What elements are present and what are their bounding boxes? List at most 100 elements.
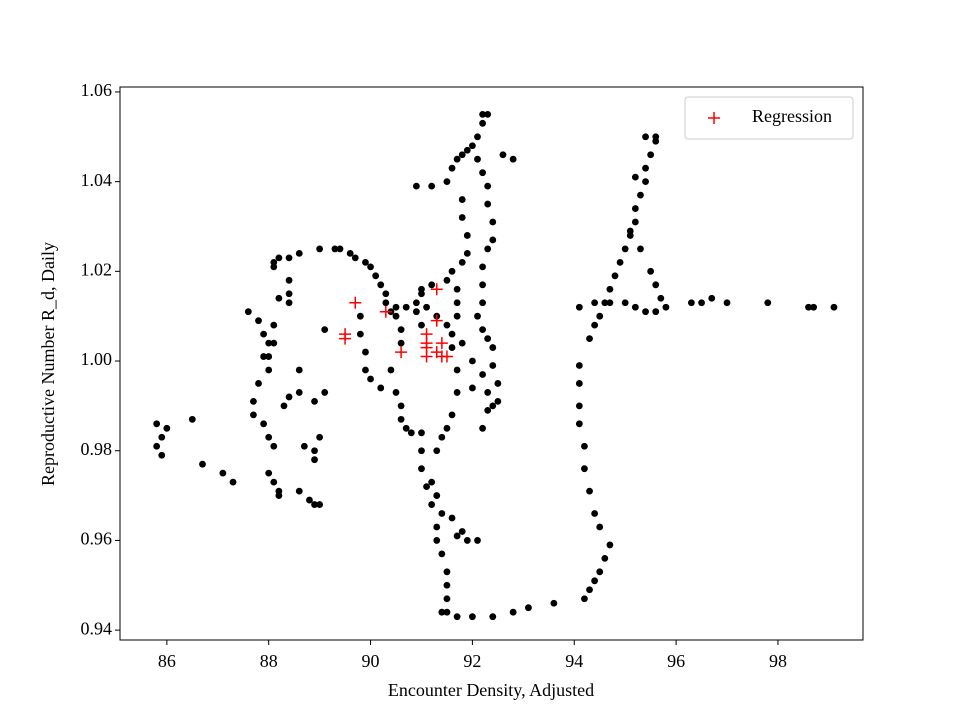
dot-marker bbox=[494, 397, 502, 405]
dot-marker bbox=[285, 254, 293, 262]
y-tick-label: 1.00 bbox=[81, 349, 113, 369]
dot-marker bbox=[611, 272, 619, 280]
y-tick-label: 1.06 bbox=[81, 80, 113, 100]
x-tick-label: 96 bbox=[667, 651, 685, 671]
dot-marker bbox=[657, 294, 665, 302]
dot-marker bbox=[637, 191, 644, 199]
dot-marker bbox=[392, 389, 400, 396]
dot-marker bbox=[443, 178, 451, 186]
dot-marker bbox=[575, 380, 583, 387]
dot-marker bbox=[642, 133, 649, 141]
dot-marker bbox=[484, 406, 492, 414]
dot-marker bbox=[606, 541, 614, 549]
dot-marker bbox=[581, 465, 588, 473]
dot-marker bbox=[479, 371, 486, 378]
dot-marker bbox=[652, 133, 660, 141]
dot-marker bbox=[591, 321, 599, 329]
dot-marker bbox=[621, 245, 629, 253]
dot-marker bbox=[295, 366, 303, 374]
dot-marker bbox=[489, 362, 497, 369]
dot-marker bbox=[397, 326, 405, 334]
dot-marker bbox=[591, 510, 599, 517]
dot-marker bbox=[199, 460, 206, 468]
dot-marker bbox=[642, 308, 649, 316]
plus-marker bbox=[379, 305, 392, 318]
plus-marker bbox=[339, 328, 352, 341]
dot-marker bbox=[188, 415, 196, 423]
x-tick-label: 88 bbox=[260, 651, 278, 671]
dot-marker bbox=[275, 487, 283, 495]
dot-marker bbox=[596, 312, 604, 320]
dot-marker bbox=[438, 433, 446, 441]
dot-marker bbox=[438, 550, 446, 558]
dot-marker bbox=[474, 537, 481, 544]
dot-marker bbox=[407, 429, 415, 437]
dot-marker bbox=[453, 285, 461, 293]
dot-marker bbox=[448, 514, 456, 522]
dot-marker bbox=[631, 205, 639, 212]
x-tick-label: 86 bbox=[158, 651, 176, 671]
dot-marker bbox=[509, 155, 517, 163]
dot-marker bbox=[321, 326, 329, 334]
dot-marker bbox=[336, 245, 344, 253]
dot-marker bbox=[647, 151, 655, 159]
series bbox=[339, 283, 453, 363]
dot-marker bbox=[484, 182, 492, 190]
dot-marker bbox=[443, 581, 451, 589]
dot-marker bbox=[575, 402, 583, 410]
dot-marker bbox=[428, 501, 436, 508]
dot-marker bbox=[453, 366, 461, 374]
dot-marker bbox=[377, 281, 385, 289]
dot-marker bbox=[458, 528, 466, 535]
legend-label: Regression bbox=[752, 106, 832, 126]
dot-marker bbox=[382, 290, 390, 298]
plus-marker bbox=[420, 350, 433, 363]
dot-marker bbox=[402, 303, 410, 311]
legend-marker bbox=[708, 112, 720, 124]
dot-marker bbox=[575, 303, 583, 311]
dot-marker bbox=[479, 326, 486, 334]
y-tick-label: 0.98 bbox=[81, 439, 113, 459]
dot-marker bbox=[484, 389, 492, 396]
dot-marker bbox=[418, 429, 425, 437]
dot-marker bbox=[652, 281, 660, 289]
dot-marker bbox=[606, 285, 614, 293]
dot-marker bbox=[708, 294, 716, 302]
dot-marker bbox=[479, 169, 486, 177]
dot-marker bbox=[601, 554, 609, 562]
dot-marker bbox=[402, 424, 410, 432]
dot-marker bbox=[479, 119, 486, 127]
dot-marker bbox=[484, 335, 492, 343]
dot-marker bbox=[362, 366, 369, 374]
dot-marker bbox=[489, 613, 497, 621]
dot-marker bbox=[601, 299, 609, 307]
dot-marker bbox=[311, 501, 318, 508]
dot-marker bbox=[575, 362, 583, 369]
dot-marker bbox=[153, 442, 161, 450]
dot-marker bbox=[362, 348, 369, 356]
plot-frame bbox=[119, 86, 864, 641]
dot-marker bbox=[458, 151, 466, 159]
dot-marker bbox=[469, 142, 476, 150]
dot-marker bbox=[606, 299, 614, 307]
dot-marker bbox=[443, 321, 451, 329]
dot-marker bbox=[270, 442, 278, 450]
dot-marker bbox=[443, 595, 451, 603]
dot-marker bbox=[458, 339, 466, 347]
dot-marker bbox=[412, 299, 420, 307]
dot-marker bbox=[458, 196, 466, 203]
dot-marker bbox=[311, 456, 318, 464]
dot-marker bbox=[764, 299, 772, 307]
dot-marker bbox=[265, 469, 273, 477]
dot-marker bbox=[260, 353, 268, 360]
dot-marker bbox=[356, 330, 364, 338]
dot-marker bbox=[397, 339, 405, 347]
dot-marker bbox=[479, 299, 486, 307]
series bbox=[153, 110, 838, 621]
dot-marker bbox=[662, 303, 670, 311]
dot-marker bbox=[300, 442, 308, 450]
dot-marker bbox=[443, 276, 451, 284]
plus-marker bbox=[430, 314, 443, 327]
dot-marker bbox=[453, 613, 461, 621]
